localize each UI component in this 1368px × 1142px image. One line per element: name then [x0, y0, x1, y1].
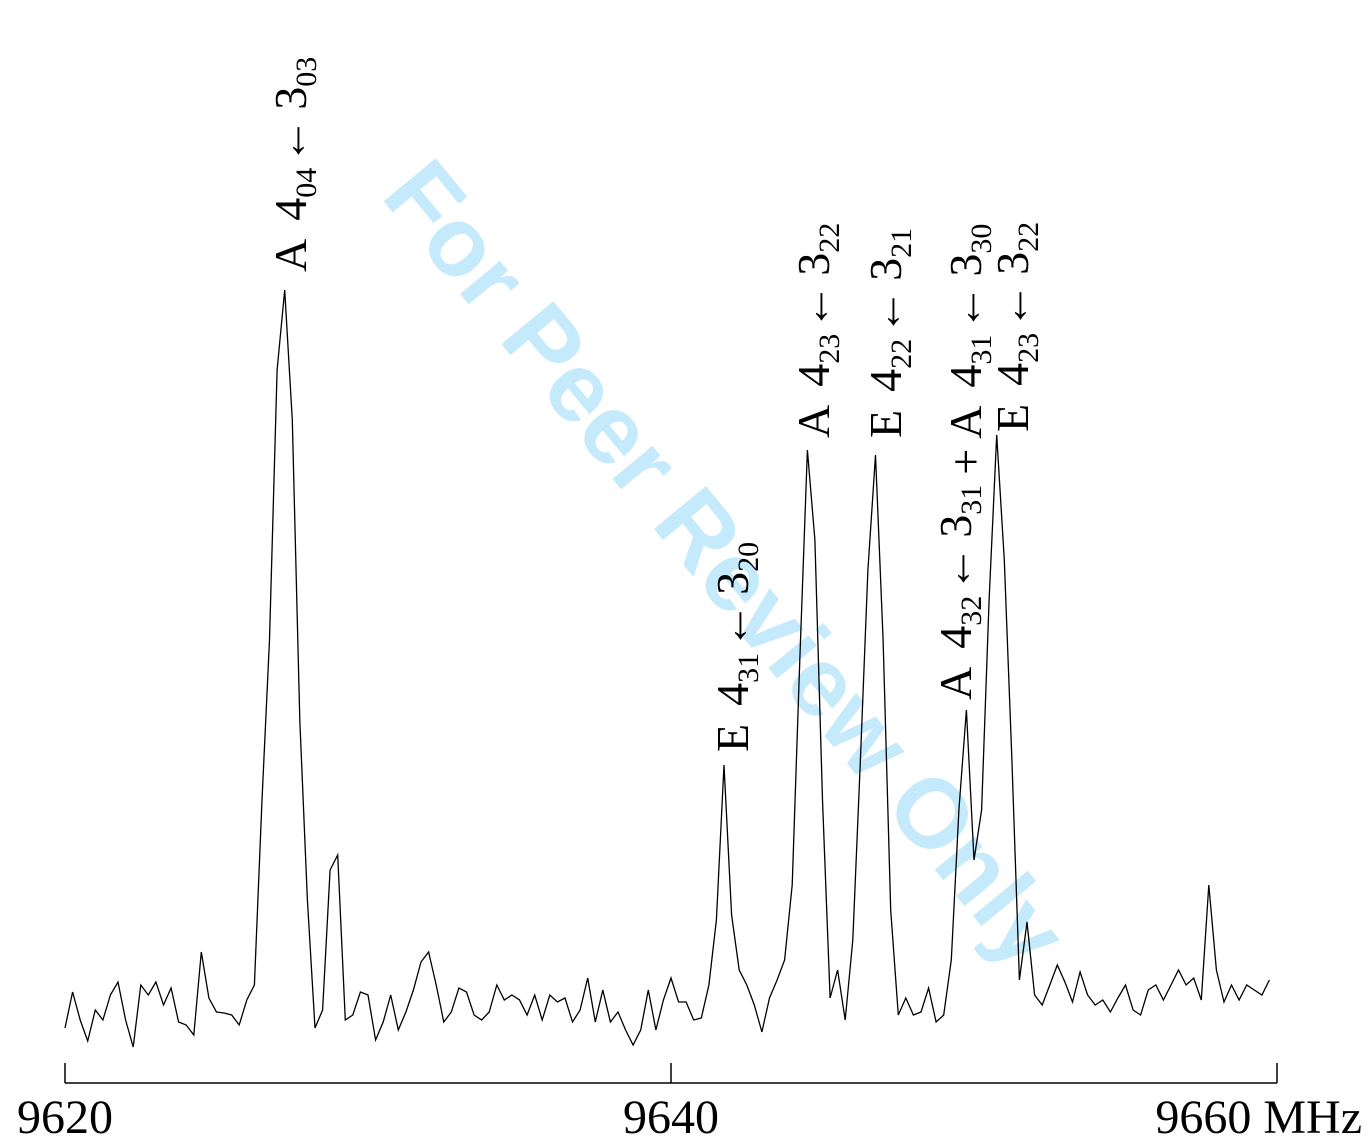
line-label: A 404 ← 303: [265, 57, 323, 272]
lower-subscript: 21: [885, 228, 918, 258]
upper-subscript: 23: [1012, 333, 1045, 363]
upper-subscript: 23: [813, 334, 846, 364]
upper-subscript: 04: [290, 168, 323, 198]
x-tick-label: 9620: [17, 1091, 113, 1142]
arrow: ←: [940, 285, 991, 331]
upper-level: 4: [707, 683, 758, 706]
upper-level: 4: [940, 365, 991, 388]
upper-subscript: 31: [732, 653, 765, 683]
upper-level: 4: [987, 363, 1038, 386]
arrow: ←: [788, 284, 839, 330]
spectrum-line: [64, 289, 1270, 1048]
lower-subscript: 22: [1012, 222, 1045, 252]
arrow: ←: [265, 118, 316, 164]
lower-subscript: 20: [732, 542, 765, 572]
line-label: A 423 ← 322: [788, 223, 846, 438]
x-tick-label: 9660 MHz: [1155, 1091, 1362, 1142]
lower-subscript: 31: [955, 485, 988, 515]
lower-level: 3: [930, 515, 981, 538]
arrow: ←: [930, 546, 981, 592]
arrow: ←: [707, 603, 758, 649]
species: E: [987, 404, 1038, 432]
lower-level: 3: [707, 572, 758, 595]
species: E: [860, 410, 911, 438]
line-label: E 431 ← 320: [707, 542, 765, 752]
upper-level: 4: [930, 626, 981, 649]
upper-level: 4: [265, 198, 316, 221]
line-label: E 422 ← 321: [860, 228, 918, 438]
lower-level: 3: [940, 254, 991, 277]
lower-subscript: 22: [813, 223, 846, 253]
upper-subscript: 22: [885, 339, 918, 369]
line-label: A432←331+A431←330: [930, 224, 998, 700]
arrow: ←: [860, 289, 911, 335]
lower-level: 3: [860, 258, 911, 281]
species: A: [930, 667, 981, 700]
species: E: [707, 724, 758, 752]
lower-subscript: 03: [290, 57, 323, 87]
upper-level: 4: [788, 364, 839, 387]
line-label: E 423 ← 322: [987, 222, 1045, 432]
x-tick-label: 9640: [623, 1091, 719, 1142]
lower-level: 3: [788, 253, 839, 276]
arrow: ←: [987, 283, 1038, 329]
lower-subscript: 30: [965, 224, 998, 254]
upper-level: 4: [860, 369, 911, 392]
upper-subscript: 32: [955, 596, 988, 626]
species: A: [788, 405, 839, 438]
joiner: +: [940, 449, 991, 475]
lower-level: 3: [987, 252, 1038, 275]
lower-level: 3: [265, 87, 316, 110]
upper-subscript: 31: [965, 335, 998, 365]
species: A: [940, 406, 991, 439]
species: A: [265, 239, 316, 272]
